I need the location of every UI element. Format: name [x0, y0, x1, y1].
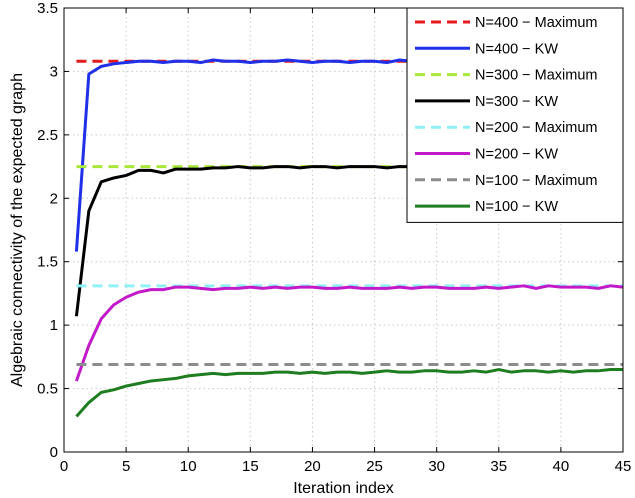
x-tick-label: 20	[304, 458, 321, 475]
x-tick-label: 25	[366, 458, 383, 475]
y-tick-label: 3	[50, 63, 58, 80]
legend-label: N=300 − KW	[475, 94, 558, 110]
y-tick-label: 2	[50, 190, 58, 207]
legend: N=400 − Maximum N=400 − KW N=300 − Maximum…	[406, 7, 624, 223]
series-line-5	[75, 284, 624, 382]
legend-label: N=400 − KW	[475, 41, 558, 57]
y-axis-title: Algebraic connectivity of the expected g…	[9, 73, 26, 387]
x-tick-label: 40	[553, 458, 570, 475]
y-tick-label: 2.5	[37, 127, 58, 144]
x-tick-label: 0	[60, 458, 68, 475]
y-tick-label: 1	[50, 317, 58, 334]
series-line-7	[75, 368, 623, 418]
legend-label: N=300 − Maximum	[475, 68, 598, 84]
x-tick-label: 45	[615, 458, 632, 475]
plot-frame	[63, 7, 624, 453]
x-tick-label: 5	[122, 458, 130, 475]
y-tick-label: 0	[50, 444, 58, 461]
x-axis-title: Iteration index	[293, 480, 394, 497]
x-tick-label: 10	[180, 458, 197, 475]
y-tick-label: 0.5	[37, 381, 58, 398]
x-tick-label: 35	[490, 458, 507, 475]
legend-label: N=200 − KW	[475, 147, 558, 163]
axis-ticks: 0 5 10 15 20 25 30 35 40 45 0 0.5 1 1.5 2 2.5 3 3.5	[37, 0, 631, 475]
x-tick-label: 15	[242, 458, 259, 475]
y-tick-label: 1.5	[37, 254, 58, 271]
x-tick-label: 30	[428, 458, 445, 475]
legend-box	[406, 7, 624, 223]
legend-label: N=400 − Maximum	[475, 15, 598, 31]
legend-label: N=100 − KW	[475, 199, 558, 215]
y-tick-label: 3.5	[37, 0, 58, 17]
legend-label: N=200 − Maximum	[475, 120, 598, 136]
legend-label: N=100 − Maximum	[475, 173, 598, 189]
